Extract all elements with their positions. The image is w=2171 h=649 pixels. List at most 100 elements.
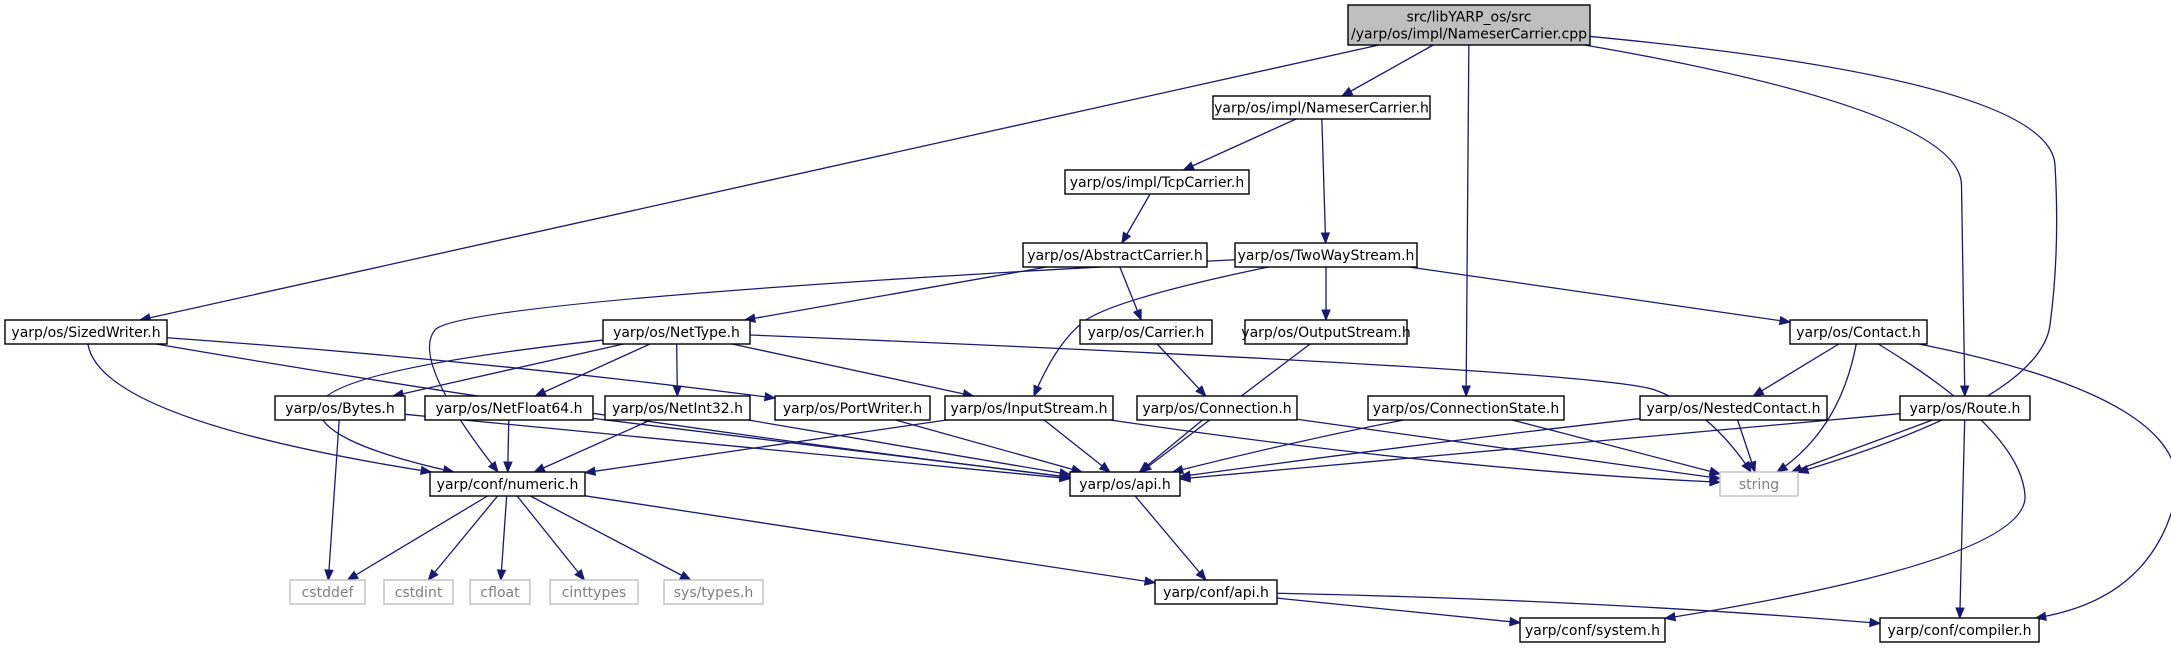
edge-route-to-string <box>1790 419 1933 473</box>
node-label: yarp/os/Route.h <box>1910 401 2021 417</box>
node-label: cstddef <box>302 585 355 601</box>
node-box <box>944 395 1114 421</box>
edge-sized-to-portwriter <box>166 337 777 402</box>
node-input[interactable]: yarp/os/InputStream.h <box>944 395 1114 421</box>
arrowhead-icon <box>487 460 499 474</box>
node-label: yarp/conf/numeric.h <box>437 477 579 493</box>
edge-line <box>530 495 691 581</box>
node-label: yarp/os/impl/TcpCarrier.h <box>1070 175 1245 191</box>
edge-line <box>1918 343 2171 619</box>
arrowhead-icon <box>1461 385 1471 398</box>
node-bytes[interactable]: yarp/os/Bytes.h <box>274 395 406 421</box>
node-box <box>1519 617 1666 643</box>
node-cfloat[interactable]: cfloat <box>469 579 531 605</box>
edge-contact-to-compiler <box>1918 343 2171 622</box>
node-label: cstdint <box>395 585 443 601</box>
edge-line <box>87 343 432 473</box>
node-box <box>1234 242 1418 268</box>
node-route[interactable]: yarp/os/Route.h <box>1899 395 2031 421</box>
node-label: yarp/os/Contact.h <box>1796 325 1921 341</box>
node-label: yarp/os/PortWriter.h <box>783 401 922 417</box>
node-output[interactable]: yarp/os/OutputStream.h <box>1241 319 1411 345</box>
node-osapi[interactable]: yarp/os/api.h <box>1069 471 1181 497</box>
edge-input-to-string <box>1110 419 1722 487</box>
arrowhead-icon <box>1143 576 1157 586</box>
node-portwriter[interactable]: yarp/os/PortWriter.h <box>774 395 931 421</box>
edge-route-to-compiler <box>1955 419 1966 620</box>
node-carrier[interactable]: yarp/os/Carrier.h <box>1079 319 1213 345</box>
edge-line <box>534 419 651 473</box>
arrowhead-icon <box>583 466 597 476</box>
arrowhead-icon <box>534 387 547 397</box>
node-abstract[interactable]: yarp/os/AbstractCarrier.h <box>1022 242 1208 268</box>
node-label: yarp/os/NetInt32.h <box>612 401 743 417</box>
arrowhead-icon <box>1195 568 1207 582</box>
node-connection[interactable]: yarp/os/Connection.h <box>1136 395 1298 421</box>
node-root[interactable]: src/libYARP_os/src/yarp/os/impl/NameserC… <box>1347 4 1591 46</box>
edge-root-to-connstate <box>1461 44 1471 398</box>
node-numeric[interactable]: yarp/conf/numeric.h <box>429 471 586 497</box>
edge-input-to-osapi <box>1043 419 1111 473</box>
edge-line <box>1179 417 1641 478</box>
node-box <box>1136 395 1298 421</box>
node-label: yarp/os/OutputStream.h <box>1241 325 1410 341</box>
edge-connection-to-osapi <box>1138 419 1203 473</box>
edge-line <box>1465 44 1470 397</box>
node-box <box>469 579 531 605</box>
node-label: yarp/os/ConnectionState.h <box>1373 401 1559 417</box>
edge-abstract-to-nettype <box>743 266 1047 323</box>
node-confapi[interactable]: yarp/conf/api.h <box>1154 579 1278 605</box>
node-nested[interactable]: yarp/os/NestedContact.h <box>1639 395 1828 421</box>
edge-osapi-to-confapi <box>1134 495 1207 582</box>
node-compiler[interactable]: yarp/conf/compiler.h <box>1879 617 2040 643</box>
node-box <box>1079 319 1213 345</box>
arrowhead-icon <box>346 570 359 581</box>
node-label: yarp/os/NetType.h <box>613 325 740 341</box>
edge-nettype-to-netfloat <box>534 343 651 397</box>
node-netfloat[interactable]: yarp/os/NetFloat64.h <box>424 395 594 421</box>
node-cstdint[interactable]: cstdint <box>383 579 454 605</box>
edge-line <box>1776 343 1857 473</box>
node-label: yarp/os/impl/NameserCarrier.h <box>1214 101 1429 117</box>
edge-confapi-to-compiler <box>1276 592 1882 628</box>
node-box <box>1022 242 1208 268</box>
edge-line <box>1033 266 1269 397</box>
node-systypes[interactable]: sys/types.h <box>663 579 764 605</box>
node-string[interactable]: string <box>1719 471 1799 497</box>
arrowhead-icon <box>1955 607 1965 620</box>
arrowhead-icon <box>533 463 546 473</box>
node-tcp[interactable]: yarp/os/impl/TcpCarrier.h <box>1064 169 1250 195</box>
node-label: yarp/os/SizedWriter.h <box>11 325 160 341</box>
edge-line <box>1110 419 1721 483</box>
edge-numeric-to-cfloat <box>496 495 508 582</box>
edge-line <box>1959 419 1966 619</box>
node-sized[interactable]: yarp/os/SizedWriter.h <box>4 319 168 345</box>
node-nettype[interactable]: yarp/os/NetType.h <box>602 319 751 345</box>
node-system[interactable]: yarp/conf/system.h <box>1519 617 1666 643</box>
node-cinttypes[interactable]: cinttypes <box>549 579 639 605</box>
edge-line <box>1341 44 1434 97</box>
edge-line <box>516 495 585 581</box>
edge-twoway-to-input <box>1033 266 1269 398</box>
node-connstate[interactable]: yarp/os/ConnectionState.h <box>1367 395 1565 421</box>
edge-line <box>1276 597 1521 624</box>
node-twoway[interactable]: yarp/os/TwoWayStream.h <box>1234 242 1418 268</box>
node-netint[interactable]: yarp/os/NetInt32.h <box>604 395 751 421</box>
edge-root-to-nameser_h <box>1340 44 1434 97</box>
edge-line <box>427 495 499 581</box>
node-label: src/libYARP_os/src <box>1406 10 1531 26</box>
node-box <box>1244 319 1408 345</box>
node-cstddef[interactable]: cstddef <box>289 579 366 605</box>
arrowhead-icon <box>496 569 507 582</box>
node-box <box>383 579 454 605</box>
node-box <box>289 579 366 605</box>
node-box <box>774 395 931 421</box>
edge-line <box>1584 44 1966 397</box>
edge-line <box>139 44 1380 321</box>
node-contact[interactable]: yarp/os/Contact.h <box>1789 319 1928 345</box>
node-nameser_h[interactable]: yarp/os/impl/NameserCarrier.h <box>1212 95 1431 120</box>
edge-connstate-to-osapi <box>1171 419 1404 475</box>
arrowhead-icon <box>1752 386 1765 397</box>
arrowhead-icon <box>1747 460 1757 474</box>
